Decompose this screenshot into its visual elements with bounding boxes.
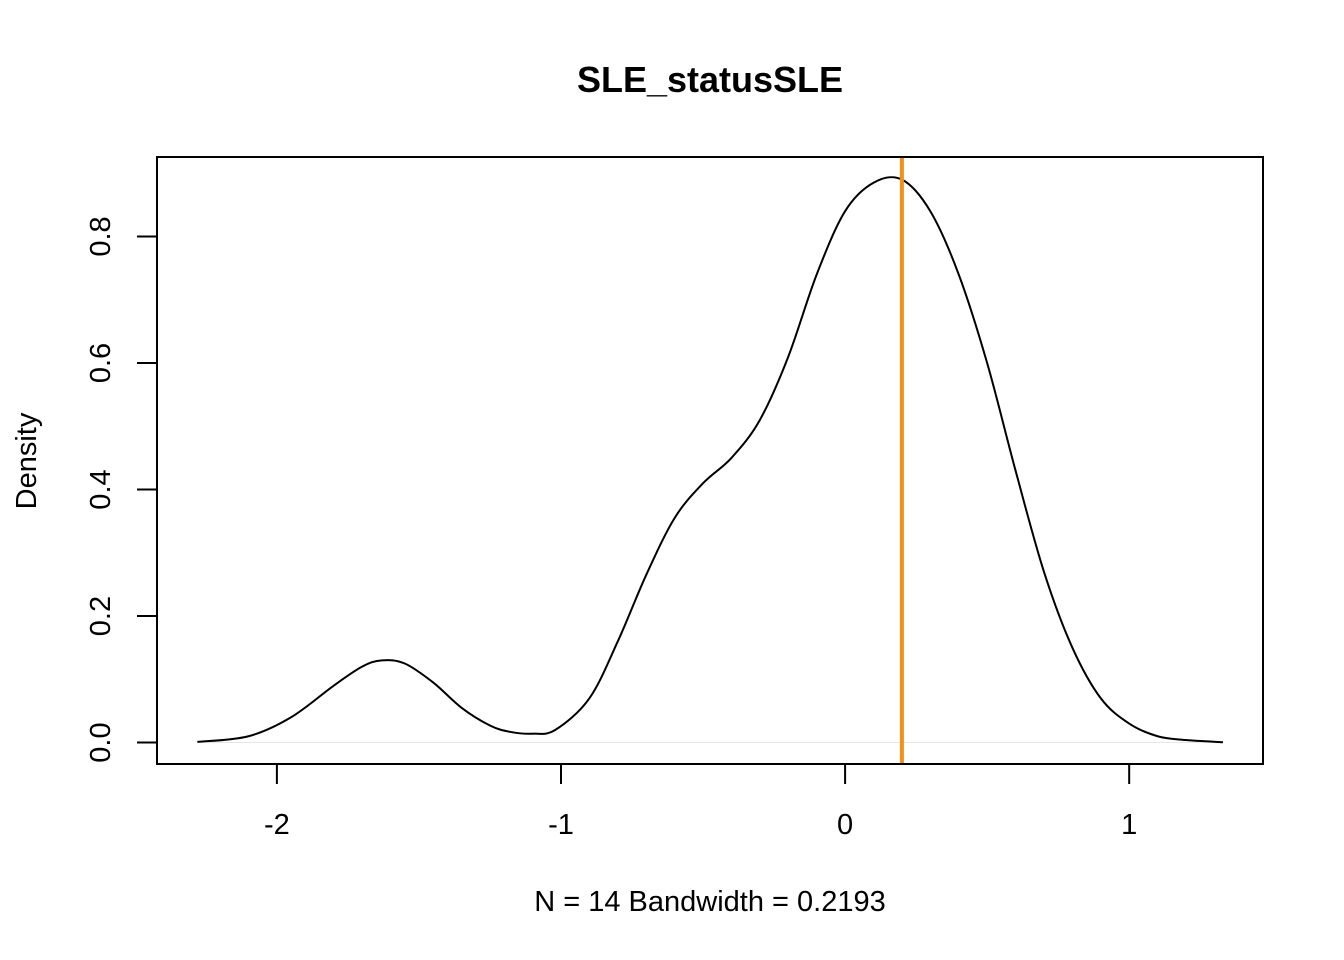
density-curve — [197, 176, 1223, 744]
plot-frame — [156, 156, 1264, 765]
x-axis: -2 -1 0 1 — [264, 763, 1137, 841]
y-axis-label: Density — [11, 412, 43, 509]
y-tick-label: 0.0 — [85, 722, 117, 762]
x-tick-label: -1 — [548, 809, 574, 841]
x-tick-label: -2 — [264, 809, 290, 841]
y-tick-label: 0.2 — [85, 596, 117, 636]
y-tick-label: 0.8 — [85, 216, 117, 256]
y-tick-label: 0.6 — [85, 343, 117, 383]
y-axis: 0.0 0.2 0.4 0.6 0.8 — [85, 216, 158, 763]
x-axis-label: N = 14 Bandwidth = 0.2193 — [534, 886, 885, 918]
chart-title: SLE_statusSLE — [577, 59, 843, 100]
x-tick-label: 0 — [837, 809, 853, 841]
y-tick-label: 0.4 — [85, 469, 117, 509]
x-tick-label: 1 — [1121, 809, 1137, 841]
